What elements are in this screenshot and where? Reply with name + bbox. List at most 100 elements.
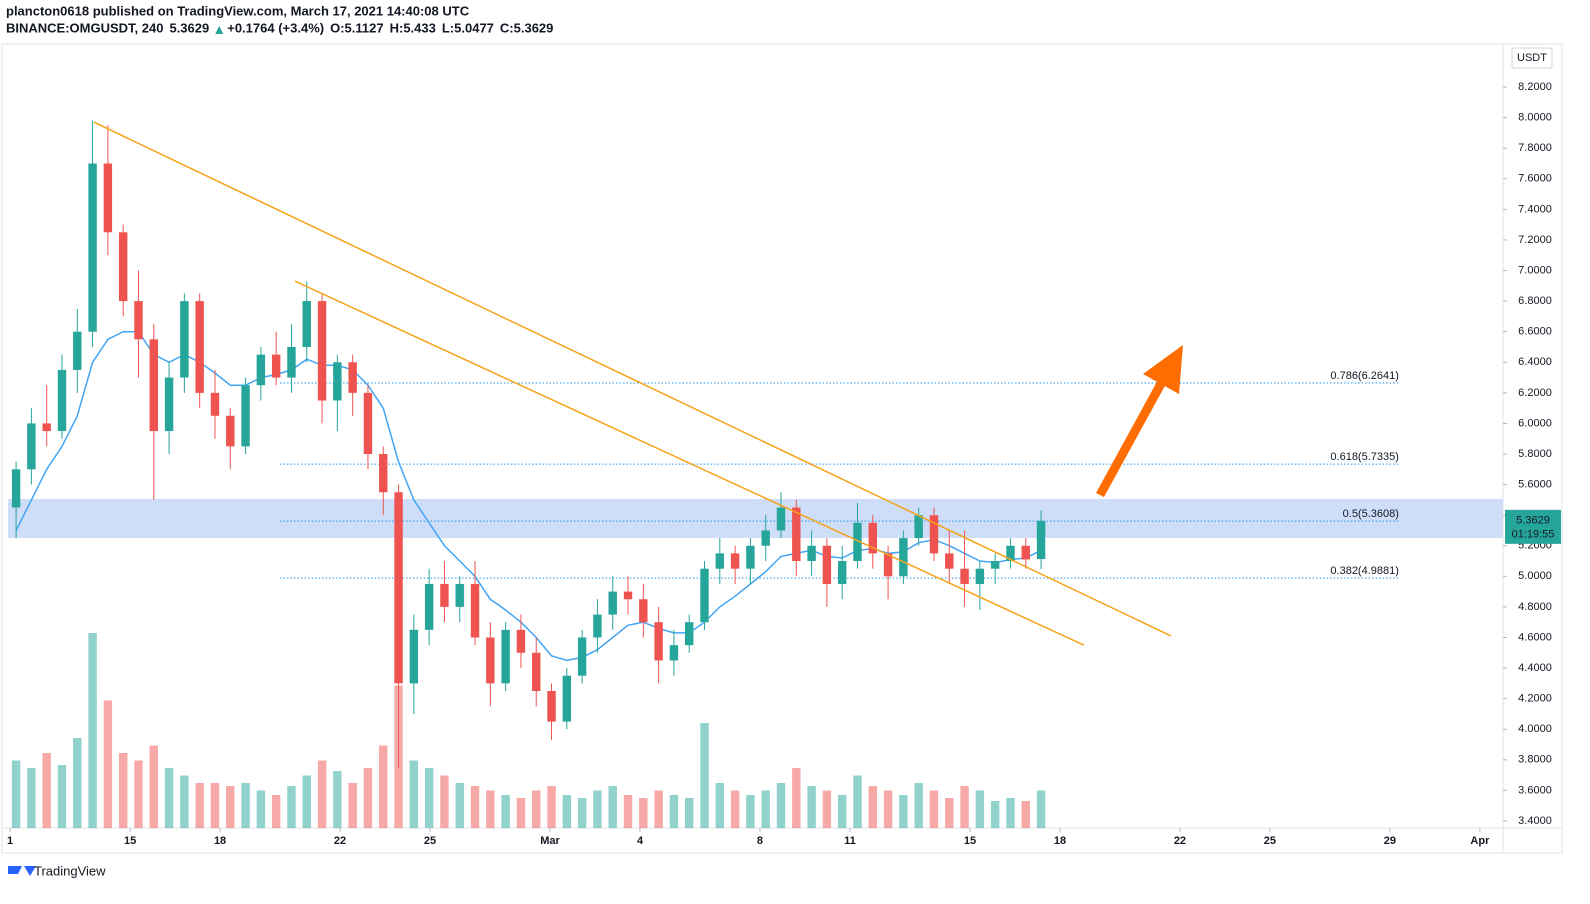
candle-body bbox=[669, 645, 679, 661]
volume-bar bbox=[654, 790, 663, 828]
candle-body bbox=[960, 568, 969, 584]
arrow bbox=[1096, 345, 1183, 498]
volume-bar bbox=[348, 783, 357, 828]
volume-bar bbox=[516, 798, 526, 828]
volume-bar bbox=[822, 790, 832, 828]
candle-body bbox=[271, 354, 281, 378]
candle-body bbox=[363, 392, 373, 455]
volume-bar bbox=[440, 775, 449, 828]
y-tick-label: 6.0000 bbox=[1518, 417, 1552, 429]
candle-body bbox=[149, 339, 158, 432]
volume-bar bbox=[853, 775, 862, 828]
volume-bar bbox=[27, 768, 36, 828]
candle-body bbox=[700, 568, 709, 623]
x-tick-label: 15 bbox=[124, 835, 136, 847]
y-tick-label: 7.4000 bbox=[1518, 203, 1552, 215]
volume-bar bbox=[333, 771, 342, 828]
volume-bar bbox=[532, 790, 541, 828]
volume-bar bbox=[547, 786, 556, 828]
x-tick-label: 22 bbox=[334, 835, 346, 847]
ohlc-value: 5.3629 bbox=[514, 20, 554, 35]
volume-bar bbox=[73, 738, 82, 828]
y-tick-label: 5.8000 bbox=[1518, 448, 1552, 460]
volume-bar bbox=[593, 790, 602, 828]
candle-body bbox=[654, 622, 663, 661]
volume-bar bbox=[271, 795, 281, 828]
trendline bbox=[93, 121, 1172, 637]
ohlc-label: C: bbox=[500, 20, 514, 35]
volume-bar bbox=[501, 795, 510, 828]
x-tick-label: 8 bbox=[757, 835, 763, 847]
candle-body bbox=[501, 629, 510, 684]
y-tick-label: 3.4000 bbox=[1518, 815, 1552, 827]
candle-body bbox=[317, 301, 327, 401]
volume-bar bbox=[746, 795, 755, 828]
candle-body bbox=[333, 362, 342, 401]
last-price: 5.3629 bbox=[1516, 515, 1550, 527]
arrow-head bbox=[1143, 345, 1183, 394]
volume-bar bbox=[470, 786, 480, 828]
volume-bar bbox=[103, 700, 113, 828]
volume-bar bbox=[134, 760, 143, 828]
y-tick-label: 7.8000 bbox=[1518, 142, 1552, 154]
candle-body bbox=[945, 553, 954, 569]
y-tick-label: 7.6000 bbox=[1518, 173, 1552, 185]
x-tick-label: 25 bbox=[424, 835, 436, 847]
y-tick-label: 4.8000 bbox=[1518, 601, 1552, 613]
volume-bar bbox=[914, 783, 923, 828]
candle-body bbox=[639, 599, 648, 623]
y-tick-label: 6.6000 bbox=[1518, 326, 1552, 338]
volume-bar bbox=[118, 753, 128, 828]
x-tick-label: 15 bbox=[964, 835, 976, 847]
volume-bar bbox=[883, 790, 893, 828]
y-tick-label: 8.2000 bbox=[1518, 81, 1552, 93]
volume-bar bbox=[1036, 790, 1046, 828]
candle-body bbox=[776, 507, 786, 531]
fib-label: 0.5(5.3608) bbox=[1343, 508, 1399, 520]
volume-bar bbox=[424, 768, 434, 828]
footer-logo: TradingView bbox=[8, 863, 106, 878]
volume-bar bbox=[256, 790, 266, 828]
volume-bar bbox=[837, 795, 847, 828]
candle-body bbox=[608, 591, 617, 615]
y-tick-label: 3.8000 bbox=[1518, 754, 1552, 766]
candle-body bbox=[103, 163, 113, 233]
header-change: +0.1764 (+3.4%) bbox=[227, 20, 324, 35]
chart-frame bbox=[1, 43, 1563, 854]
symbol: BINANCE:OMGUSDT, 240 bbox=[6, 20, 163, 35]
candle-body bbox=[975, 568, 985, 584]
arrow-shaft bbox=[1096, 377, 1167, 498]
ohlc-label: L: bbox=[442, 20, 454, 35]
ohlc-value: 5.433 bbox=[403, 20, 436, 35]
volume-bar bbox=[608, 786, 617, 828]
last-price-box bbox=[1505, 509, 1561, 544]
volume-bar bbox=[960, 786, 969, 828]
volume-bar bbox=[685, 798, 694, 828]
volume-bar bbox=[669, 795, 679, 828]
volume-bar bbox=[929, 790, 939, 828]
candle-body bbox=[134, 301, 143, 340]
candle-body bbox=[394, 492, 403, 684]
candle-body bbox=[241, 385, 250, 447]
x-tick-label: Mar bbox=[540, 835, 560, 847]
volume-bar bbox=[42, 753, 51, 828]
header-price: 5.3629 bbox=[169, 20, 209, 35]
candle-body bbox=[807, 545, 816, 562]
candle-body bbox=[516, 629, 526, 653]
x-tick-label: 25 bbox=[1264, 835, 1276, 847]
trendline bbox=[294, 280, 1085, 646]
currency-box bbox=[1511, 47, 1553, 69]
candle-body bbox=[685, 622, 694, 646]
volume-bar bbox=[149, 745, 158, 828]
header: plancton0618 published on TradingView.co… bbox=[6, 3, 553, 35]
y-tick-label: 3.6000 bbox=[1518, 784, 1552, 796]
y-tick-label: 7.0000 bbox=[1518, 264, 1552, 276]
candle-body bbox=[837, 561, 847, 584]
volume-bar bbox=[990, 801, 1000, 828]
y-tick-label: 5.6000 bbox=[1518, 478, 1552, 490]
y-tick-label: 7.2000 bbox=[1518, 234, 1552, 246]
x-tick-label: Apr bbox=[1470, 835, 1490, 847]
y-tick-label: 4.4000 bbox=[1518, 662, 1552, 674]
y-tick-label: 6.8000 bbox=[1518, 295, 1552, 307]
